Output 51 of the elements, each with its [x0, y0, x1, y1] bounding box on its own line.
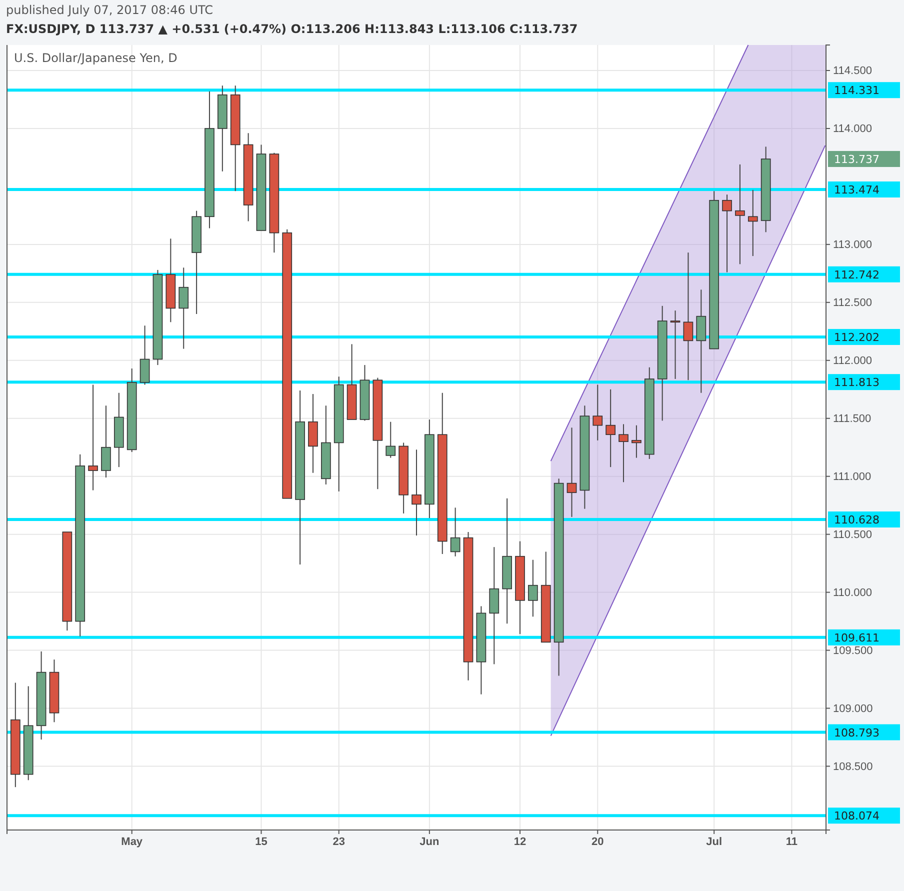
ref-line-label: 112.742 [834, 268, 880, 282]
y-tick-label: 112.500 [833, 296, 872, 309]
candlestick [632, 424, 642, 458]
candlestick [618, 424, 628, 483]
ref-line-label: 108.793 [834, 726, 880, 740]
candlestick [683, 252, 694, 381]
x-tick-label: 11 [786, 836, 798, 848]
candlestick [88, 384, 98, 491]
y-tick-label: 112.000 [833, 354, 872, 367]
y-tick-label: 109.500 [833, 644, 873, 657]
x-tick-label: Jun [420, 836, 440, 848]
ref-line-label: 109.611 [834, 631, 880, 644]
y-tick-label: 114.000 [833, 123, 872, 136]
ref-line-label: 114.331 [834, 84, 880, 98]
candlestick [528, 559, 538, 618]
y-tick-label: 111.000 [833, 470, 872, 483]
candlestick [178, 267, 189, 350]
x-tick-label: 12 [514, 836, 526, 848]
text: FX:USDJPY, D 113.737 ▲ +0.531 (+0.47%) O:113.206 H:113.843 L:113.106 C:113.737 [6, 22, 578, 36]
candlestick [748, 189, 758, 257]
x-tick-label: Jul [706, 836, 722, 848]
candlestick [592, 384, 603, 441]
candlestick [450, 507, 460, 557]
text: 113.737 [834, 152, 880, 166]
y-tick-label: 110.500 [833, 528, 872, 541]
y-tick-label: 109.000 [833, 702, 873, 715]
text: U.S. Dollar/Japanese Yen, D [14, 51, 178, 65]
ref-line-label: 113.474 [834, 183, 880, 196]
candlestick [101, 405, 111, 478]
ref-line-label: 112.202 [834, 330, 880, 344]
y-tick-label: 110.000 [833, 586, 872, 599]
candlestick [386, 421, 396, 458]
candlestick [606, 388, 616, 468]
y-tick-label: 108.500 [833, 760, 873, 773]
y-tick-label: 111.500 [833, 412, 872, 425]
candlestick [722, 194, 732, 273]
candlestick [140, 325, 150, 386]
x-tick-label: 23 [332, 836, 345, 848]
y-tick-label: 113.000 [833, 238, 872, 251]
x-tick-label: 20 [592, 836, 604, 848]
ref-line-label: 110.628 [834, 513, 880, 526]
candlestick [735, 164, 745, 265]
x-tick-label: May [121, 836, 144, 848]
chart-subtitle: published July 07, 2017 08:46 UTC [6, 3, 214, 17]
candlestick [412, 449, 422, 536]
candlestick [670, 310, 680, 380]
candlestick [566, 427, 577, 518]
x-tick-label: 15 [255, 836, 268, 848]
ref-line-label: 108.074 [834, 810, 880, 823]
y-tick-label: 114.500 [833, 65, 872, 78]
ref-line-label: 111.813 [834, 376, 880, 390]
